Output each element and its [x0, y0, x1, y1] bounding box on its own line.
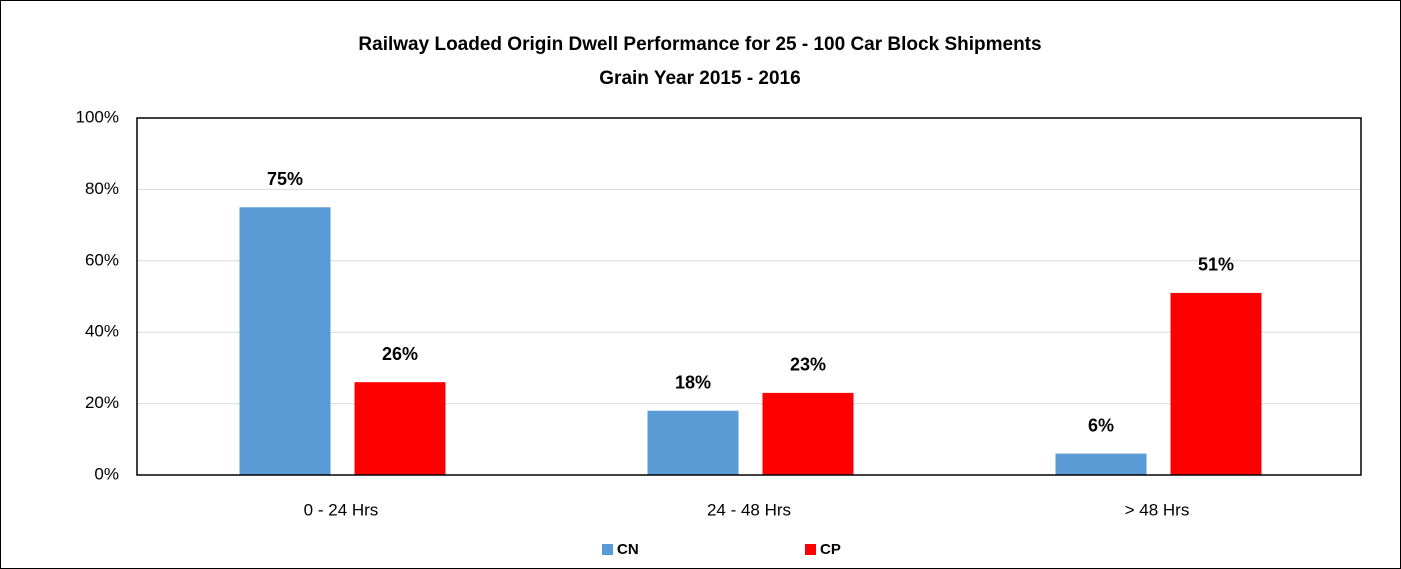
x-tick-label: > 48 Hrs — [1125, 500, 1190, 519]
y-tick-label: 60% — [85, 250, 119, 269]
bar — [762, 392, 854, 475]
data-label: 23% — [790, 355, 826, 375]
legend-label: CN — [617, 541, 639, 558]
data-label: 6% — [1088, 415, 1114, 435]
y-tick-label: 100% — [76, 107, 119, 126]
y-tick-label: 80% — [85, 179, 119, 198]
legend-swatch — [602, 544, 613, 555]
bar — [1170, 292, 1262, 475]
bar — [1055, 453, 1147, 475]
y-tick-label: 0% — [94, 464, 119, 483]
data-label: 26% — [382, 344, 418, 364]
legend-label: CP — [820, 541, 841, 558]
y-tick-label: 20% — [85, 393, 119, 412]
data-label: 75% — [267, 169, 303, 189]
data-label: 18% — [675, 372, 711, 392]
y-tick-label: 40% — [85, 322, 119, 341]
bar — [647, 410, 739, 475]
data-label: 51% — [1198, 255, 1234, 275]
plot-frame — [136, 117, 1362, 476]
bar — [354, 382, 446, 475]
x-tick-label: 24 - 48 Hrs — [707, 500, 791, 519]
chart-subtitle: Grain Year 2015 - 2016 — [599, 68, 800, 89]
bar — [239, 207, 331, 475]
x-tick-label: 0 - 24 Hrs — [304, 500, 379, 519]
legend-swatch — [805, 544, 816, 555]
chart-title: Railway Loaded Origin Dwell Performance … — [358, 34, 1041, 55]
